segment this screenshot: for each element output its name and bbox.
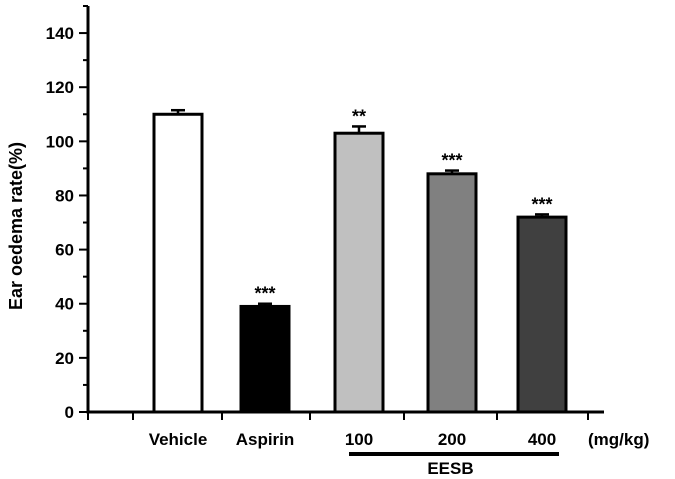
- bars: [152, 112, 568, 414]
- dose-group: EESB: [349, 452, 559, 478]
- y-axis-ticks: 0 20 40 60 80 100 120 140: [46, 5, 88, 422]
- y-tick-label: 100: [46, 132, 74, 151]
- y-tick-label: 60: [55, 241, 74, 260]
- bar-400: [516, 215, 568, 414]
- y-tick-label: 40: [55, 295, 74, 314]
- bar-200: [426, 172, 478, 414]
- y-tick-label: 120: [46, 78, 74, 97]
- unit-label: (mg/kg): [588, 430, 649, 449]
- category-label: 100: [345, 430, 373, 449]
- y-tick-label: 140: [46, 24, 74, 43]
- category-label: 200: [438, 430, 466, 449]
- y-tick-label: 20: [55, 349, 74, 368]
- y-tick-label: 0: [65, 403, 74, 422]
- group-label: EESB: [427, 459, 473, 478]
- error-bars: [171, 108, 549, 307]
- bar-100: [333, 131, 385, 414]
- bar-aspirin: [239, 304, 291, 414]
- significance-label: **: [352, 106, 366, 126]
- category-label: Vehicle: [149, 430, 208, 449]
- category-labels: Vehicle Aspirin 100 200 400: [149, 430, 556, 449]
- category-label: Aspirin: [236, 430, 295, 449]
- significance-label: ***: [441, 151, 462, 171]
- category-label: 400: [528, 430, 556, 449]
- bar-vehicle: [152, 112, 204, 414]
- significance-labels: ***********: [254, 106, 552, 303]
- y-axis-title: Ear oedema rate(%): [6, 142, 26, 310]
- significance-label: ***: [254, 284, 275, 304]
- y-tick-label: 80: [55, 186, 74, 205]
- significance-label: ***: [531, 194, 552, 214]
